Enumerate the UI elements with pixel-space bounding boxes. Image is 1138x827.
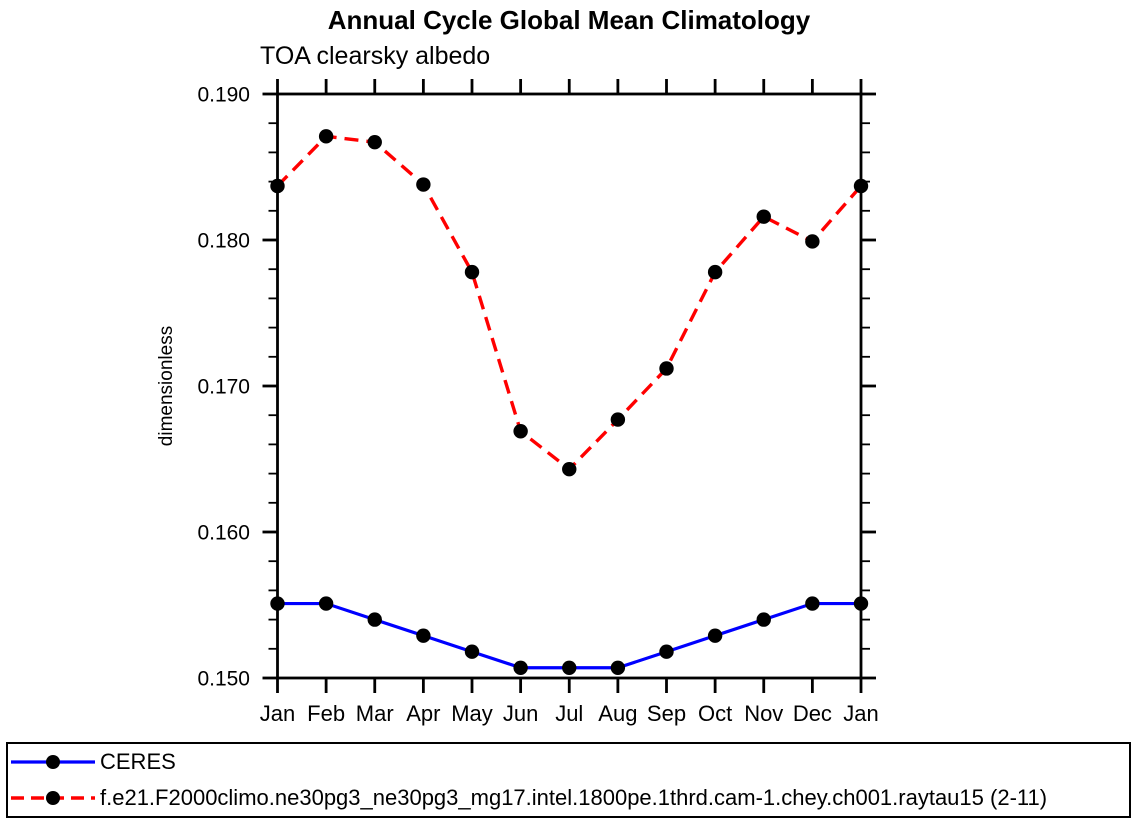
- data-point-marker: [416, 628, 431, 643]
- legend-marker-dot-icon: [46, 790, 60, 805]
- data-point-marker: [416, 177, 431, 192]
- data-point-marker: [756, 612, 771, 627]
- x-tick-label: Jan: [843, 701, 878, 726]
- data-point-marker: [464, 264, 480, 280]
- x-tick-label: Jul: [555, 701, 583, 726]
- legend-label-ceres: CERES: [100, 749, 176, 775]
- data-point-marker: [853, 178, 869, 194]
- y-tick-label: 0.150: [197, 668, 250, 691]
- data-point-marker: [805, 596, 820, 611]
- legend-item-ceres: CERES: [8, 745, 1129, 779]
- data-point-marker: [610, 660, 626, 675]
- x-tick-label: Apr: [406, 701, 440, 726]
- legend: CERES f.e21.F2000climo.ne30pg3_ne30pg3_m…: [6, 742, 1131, 818]
- data-point-marker: [270, 596, 285, 611]
- x-tick-label: Feb: [307, 701, 345, 726]
- data-point-marker: [318, 129, 334, 144]
- y-axis-title: dimensionless: [156, 326, 177, 446]
- x-tick-label: Oct: [698, 701, 732, 726]
- data-point-marker: [805, 234, 820, 249]
- data-point-marker: [513, 660, 528, 675]
- legend-item-model: f.e21.F2000climo.ne30pg3_ne30pg3_mg17.in…: [8, 781, 1129, 815]
- data-point-marker: [270, 178, 285, 194]
- plot-area: Jan Feb Mar Apr May Jun Jul Aug Sep Oct Nov Dec Jan 0…: [156, 79, 879, 726]
- data-point-marker: [756, 209, 771, 224]
- chart-subtitle: TOA clearsky albedo: [260, 42, 491, 70]
- x-tick-label: Mar: [356, 701, 394, 726]
- data-point-marker: [513, 424, 528, 439]
- plot-frame: [276, 92, 863, 680]
- x-tick-label: Jun: [503, 701, 538, 726]
- x-tick-label: Nov: [744, 701, 783, 726]
- data-point-marker: [707, 628, 723, 643]
- legend-line-solid-icon: [11, 755, 95, 770]
- y-tick-label: 0.170: [197, 376, 250, 399]
- data-point-marker: [610, 412, 626, 427]
- data-point-marker: [318, 596, 334, 611]
- data-point-marker: [659, 361, 674, 376]
- y-tick-label: 0.180: [197, 230, 250, 253]
- x-tick-label: Aug: [598, 701, 637, 726]
- series-line-ceres: [277, 601, 861, 670]
- data-point-marker: [659, 644, 674, 659]
- data-point-marker: [464, 644, 480, 659]
- chart-title: Annual Cycle Global Mean Climatology: [327, 5, 811, 35]
- legend-line-dashed-icon: [11, 790, 95, 805]
- x-tick-label: May: [451, 701, 493, 726]
- y-tick-label: 0.160: [197, 522, 250, 545]
- data-point-marker: [367, 134, 382, 150]
- y-tick-label: 0.190: [197, 84, 250, 107]
- series-line-model: [276, 134, 863, 472]
- legend-label-model: f.e21.F2000climo.ne30pg3_ne30pg3_mg17.in…: [100, 784, 1048, 810]
- x-tick-label: Dec: [793, 701, 832, 726]
- legend-marker-dot-icon: [46, 755, 60, 770]
- data-point-marker: [367, 612, 382, 627]
- data-point-marker: [853, 596, 869, 611]
- x-tick-label: Sep: [647, 701, 686, 726]
- data-point-marker: [562, 660, 577, 675]
- data-point-marker: [562, 462, 577, 477]
- data-point-marker: [707, 264, 723, 280]
- x-tick-label: Jan: [260, 701, 295, 726]
